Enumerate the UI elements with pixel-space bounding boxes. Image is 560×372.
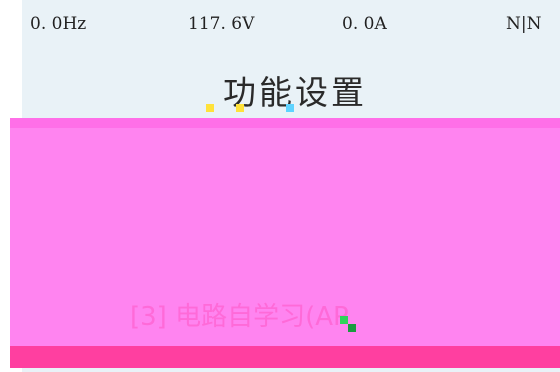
voltage-readout: 117. 6V [188,14,255,34]
frequency-readout: 0. 0Hz [30,14,87,34]
artifact-pixel [348,324,356,332]
menu-item-circuit-self-learning[interactable]: [3] 电路自学习(AP [130,302,349,332]
menu-top-shade [10,118,560,128]
status-bar: 0. 0Hz 117. 6V 0. 0A N|N [0,0,560,50]
artifact-pixel [340,316,348,324]
artifact-pixel [206,104,214,112]
mode-indicator: N|N [506,14,542,34]
artifact-pixel [236,104,244,112]
current-readout: 0. 0A [342,14,387,34]
selection-highlight [10,346,560,368]
settings-menu [10,118,560,368]
page-title: 功能设置 [223,73,367,112]
artifact-pixel [286,104,294,112]
